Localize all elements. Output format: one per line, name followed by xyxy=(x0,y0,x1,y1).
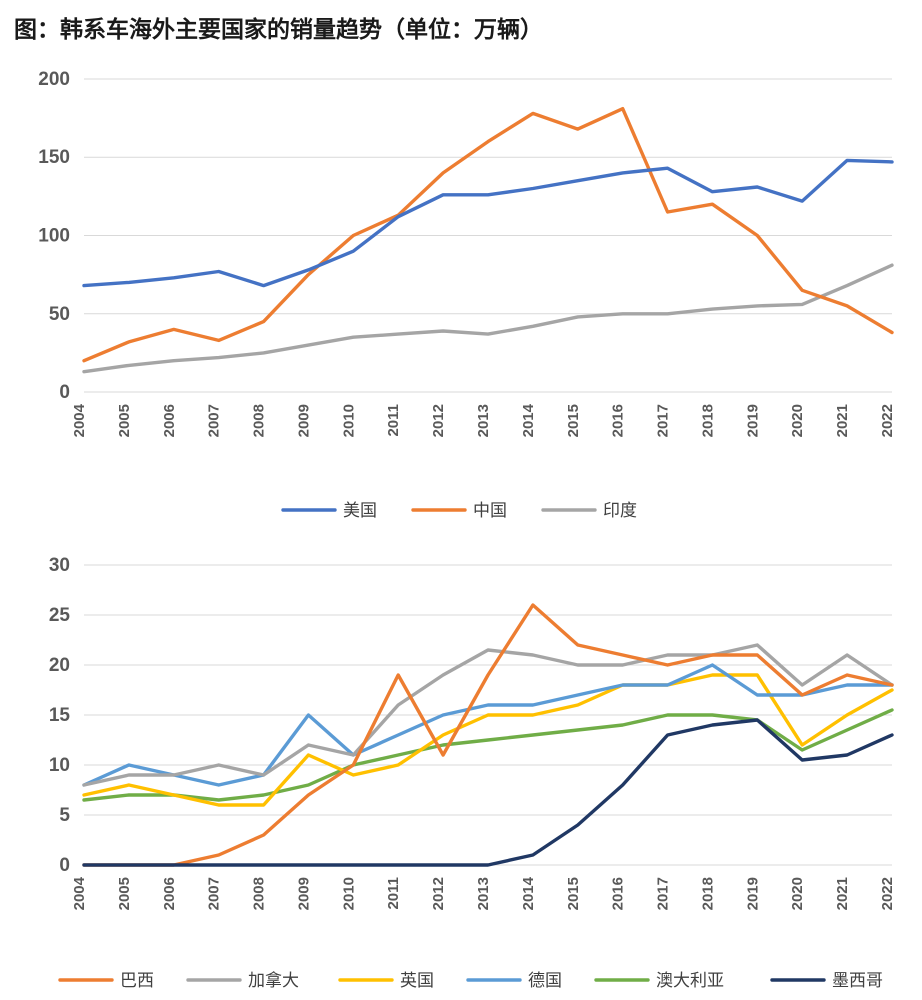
svg-text:2004: 2004 xyxy=(71,876,88,910)
svg-text:50: 50 xyxy=(49,304,70,325)
svg-text:2011: 2011 xyxy=(385,877,402,910)
svg-text:30: 30 xyxy=(49,555,70,576)
svg-text:25: 25 xyxy=(49,605,71,626)
svg-text:2018: 2018 xyxy=(699,877,716,910)
svg-text:2015: 2015 xyxy=(565,404,582,437)
svg-text:2005: 2005 xyxy=(116,404,133,437)
svg-text:巴西: 巴西 xyxy=(120,971,154,990)
svg-text:中国: 中国 xyxy=(473,501,507,520)
svg-text:2019: 2019 xyxy=(744,404,761,437)
svg-text:2013: 2013 xyxy=(475,877,492,910)
svg-text:100: 100 xyxy=(38,226,70,247)
svg-text:2009: 2009 xyxy=(295,404,312,437)
svg-text:2007: 2007 xyxy=(206,877,223,910)
svg-text:2016: 2016 xyxy=(610,877,627,910)
svg-text:印度: 印度 xyxy=(603,501,637,520)
svg-text:2015: 2015 xyxy=(565,877,582,910)
svg-text:德国: 德国 xyxy=(528,971,562,990)
svg-text:2011: 2011 xyxy=(385,404,402,437)
svg-text:澳大利亚: 澳大利亚 xyxy=(656,971,724,990)
svg-text:2020: 2020 xyxy=(789,404,806,437)
svg-text:0: 0 xyxy=(59,382,70,403)
svg-text:2019: 2019 xyxy=(744,877,761,910)
svg-text:2016: 2016 xyxy=(610,404,627,437)
svg-text:2005: 2005 xyxy=(116,877,133,910)
svg-text:美国: 美国 xyxy=(343,501,377,520)
svg-text:2022: 2022 xyxy=(879,877,896,910)
svg-text:2012: 2012 xyxy=(430,404,447,437)
svg-text:5: 5 xyxy=(59,805,70,826)
svg-text:15: 15 xyxy=(49,705,71,726)
svg-text:2007: 2007 xyxy=(206,404,223,437)
svg-text:2006: 2006 xyxy=(161,877,178,910)
svg-text:2022: 2022 xyxy=(879,404,896,437)
svg-text:10: 10 xyxy=(49,755,70,776)
svg-text:墨西哥: 墨西哥 xyxy=(832,971,883,990)
svg-text:2014: 2014 xyxy=(520,403,537,437)
svg-text:2009: 2009 xyxy=(295,877,312,910)
svg-text:2010: 2010 xyxy=(340,404,357,437)
svg-text:英国: 英国 xyxy=(400,971,434,990)
svg-text:2018: 2018 xyxy=(699,404,716,437)
svg-text:20: 20 xyxy=(49,655,70,676)
svg-text:2017: 2017 xyxy=(655,404,672,437)
svg-text:2014: 2014 xyxy=(520,876,537,910)
svg-text:加拿大: 加拿大 xyxy=(248,970,299,990)
svg-text:2008: 2008 xyxy=(251,404,268,437)
svg-text:150: 150 xyxy=(38,147,70,168)
svg-text:2008: 2008 xyxy=(251,877,268,910)
svg-text:200: 200 xyxy=(38,69,70,90)
svg-text:2013: 2013 xyxy=(475,404,492,437)
svg-text:2021: 2021 xyxy=(834,877,851,910)
svg-text:2006: 2006 xyxy=(161,404,178,437)
svg-text:2004: 2004 xyxy=(71,403,88,437)
svg-text:2010: 2010 xyxy=(340,877,357,910)
svg-text:2020: 2020 xyxy=(789,877,806,910)
svg-text:0: 0 xyxy=(59,855,70,876)
svg-text:2017: 2017 xyxy=(655,877,672,910)
svg-text:2021: 2021 xyxy=(834,404,851,437)
svg-text:2012: 2012 xyxy=(430,877,447,910)
